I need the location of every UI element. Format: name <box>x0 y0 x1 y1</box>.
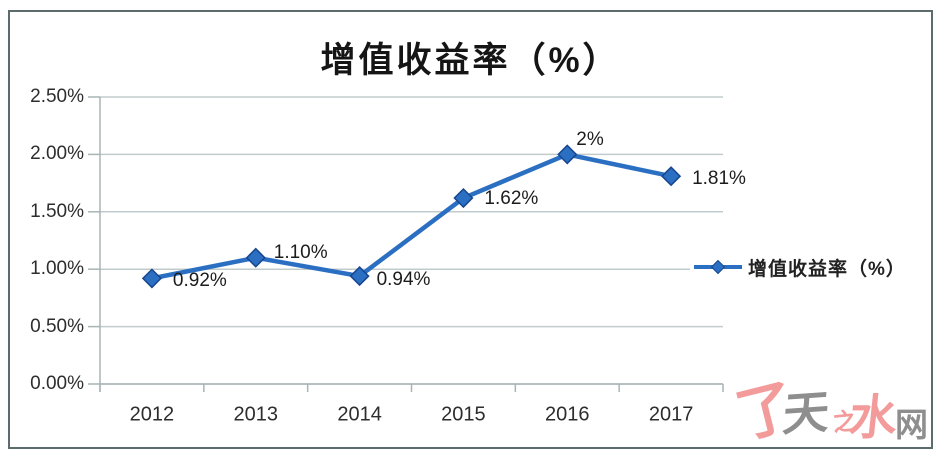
data-label: 2% <box>576 129 604 151</box>
data-point-marker-icon <box>141 268 162 289</box>
x-tick-label: 2015 <box>441 403 486 426</box>
data-label: 1.10% <box>273 241 328 263</box>
data-point-marker-icon <box>661 166 682 187</box>
data-point-marker-icon <box>453 187 474 209</box>
y-tick-label: 0.50% <box>30 315 84 337</box>
x-tick-label: 2014 <box>337 403 382 426</box>
data-point-marker-icon <box>349 266 370 287</box>
x-tick-label: 2016 <box>545 403 590 426</box>
legend-line-marker-icon <box>694 259 742 275</box>
y-tick-label: 0.00% <box>30 373 84 394</box>
data-label: 1.62% <box>484 188 539 210</box>
data-point-marker-icon <box>557 144 578 165</box>
x-tick-label: 2013 <box>233 403 279 426</box>
legend: 增值收益率（%） <box>690 253 910 281</box>
data-label: 1.81% <box>692 168 746 190</box>
y-tick-label: 2.00% <box>30 143 84 165</box>
legend-label: 增值收益率（%） <box>748 258 906 280</box>
data-label: 0.92% <box>172 270 227 292</box>
chart-title: 增值收益率（%） <box>320 41 621 80</box>
series-line <box>149 152 674 281</box>
chart-frame <box>8 10 933 449</box>
x-tick-label: 2012 <box>129 403 175 426</box>
y-tick-label: 2.50% <box>30 86 84 107</box>
y-tick-label: 1.00% <box>30 258 84 280</box>
data-point-marker-icon <box>245 247 266 268</box>
y-tick-label: 1.50% <box>30 200 84 222</box>
x-tick-label: 2017 <box>648 403 694 426</box>
data-label: 0.94% <box>376 269 431 291</box>
